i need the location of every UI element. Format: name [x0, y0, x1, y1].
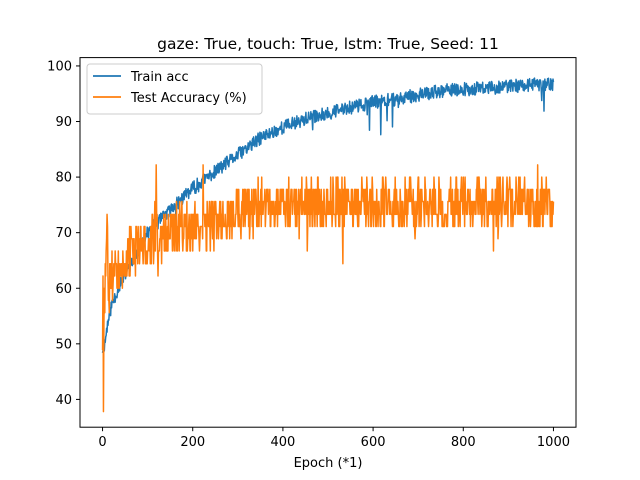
legend-label-train: Train acc — [130, 70, 189, 85]
y-tick-label: 90 — [55, 115, 72, 130]
series-line-train-acc — [101, 77, 555, 353]
legend-label-test: Test Accuracy (%) — [130, 91, 247, 106]
y-tick-label: 80 — [55, 171, 72, 186]
y-tick-label: 100 — [47, 59, 72, 74]
y-tick-label: 60 — [55, 282, 72, 297]
legend-box — [86, 63, 263, 115]
x-tick-label: 600 — [361, 435, 386, 450]
x-tick-label: 1000 — [537, 435, 570, 450]
plot-frame — [79, 57, 577, 428]
y-tick-label: 40 — [55, 393, 72, 408]
x-tick-label: 0 — [98, 435, 106, 450]
series-layer — [101, 77, 555, 413]
x-tick-label: 200 — [180, 435, 205, 450]
y-axis: 40 50 60 70 80 90 100 — [47, 59, 80, 408]
y-tick-label: 70 — [55, 226, 72, 241]
series-line-test-accuracy — [101, 164, 555, 413]
x-axis-label: Epoch (*1) — [294, 456, 363, 471]
y-tick-label: 50 — [55, 337, 72, 352]
x-tick-label: 800 — [451, 435, 476, 450]
chart-title: gaze: True, touch: True, lstm: True, See… — [157, 35, 499, 53]
x-tick-label: 400 — [270, 435, 295, 450]
x-axis: 0 200 400 600 800 1000 — [98, 427, 570, 450]
legend: Train acc Test Accuracy (%) — [86, 63, 263, 115]
